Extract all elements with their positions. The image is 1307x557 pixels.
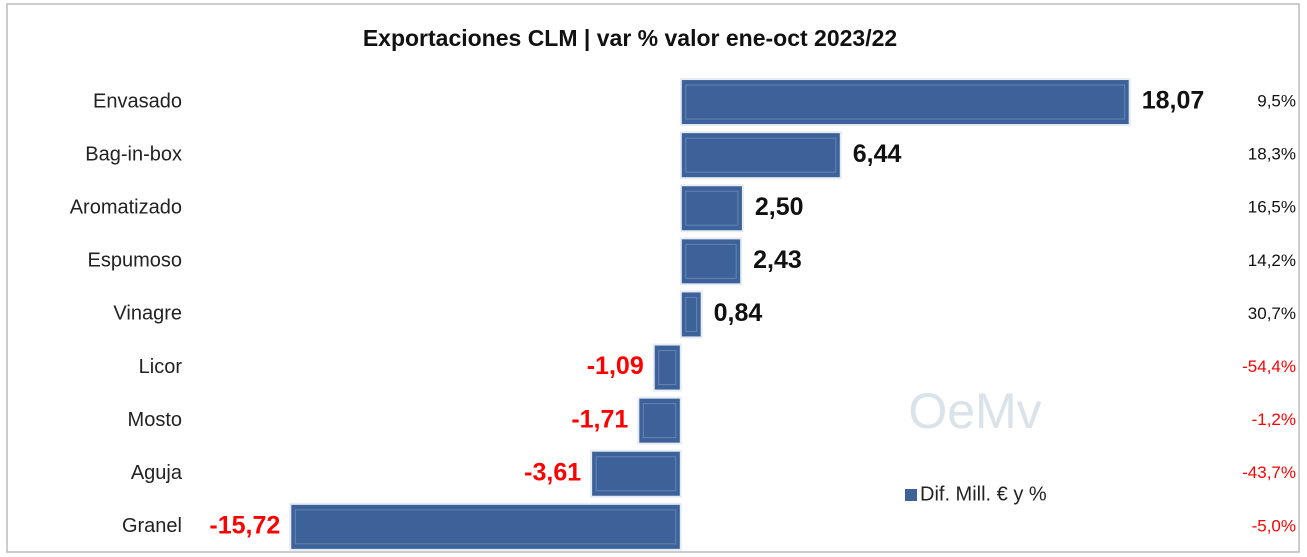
- bar: [679, 237, 743, 286]
- bar-bevel: [685, 84, 1126, 120]
- bar-bevel: [685, 190, 739, 226]
- value-label: -1,09: [587, 352, 644, 380]
- value-label: 2,43: [753, 246, 802, 274]
- percent-label: 9,5%: [1257, 92, 1296, 111]
- bar: [679, 78, 1131, 127]
- percent-label: -1,2%: [1252, 410, 1296, 429]
- value-label: 0,84: [714, 299, 763, 327]
- bar: [637, 396, 682, 445]
- category-label: Bag-in-box: [85, 143, 182, 165]
- bar-bevel: [294, 509, 677, 545]
- chart-title: Exportaciones CLM | var % valor ene-oct …: [363, 25, 897, 51]
- bar-bevel: [685, 243, 737, 279]
- percent-label: 14,2%: [1248, 251, 1296, 270]
- category-label: Mosto: [128, 409, 182, 431]
- watermark: OeMv: [908, 383, 1041, 439]
- legend-label: Dif. Mill. € y %: [920, 483, 1047, 505]
- value-label: 18,07: [1142, 87, 1205, 115]
- bar: [679, 290, 703, 339]
- category-label: Aguja: [131, 462, 183, 484]
- bar-bevel: [642, 403, 677, 439]
- category-label: Aromatizado: [70, 197, 182, 219]
- category-label: Vinagre: [113, 303, 182, 325]
- category-label: Granel: [122, 515, 182, 537]
- category-label: Licor: [139, 356, 183, 378]
- bar: [679, 131, 842, 180]
- value-label: 6,44: [853, 140, 902, 168]
- value-label: 2,50: [755, 193, 804, 221]
- bar: [590, 449, 682, 498]
- percent-label: -5,0%: [1252, 516, 1296, 535]
- legend-swatch: [905, 489, 917, 501]
- value-label: -15,72: [209, 511, 280, 539]
- bar: [652, 343, 682, 392]
- bar-bevel: [658, 350, 677, 386]
- percent-label: 18,3%: [1248, 145, 1296, 164]
- bar-bevel: [685, 137, 837, 173]
- bar: [289, 502, 682, 551]
- percent-label: 16,5%: [1248, 198, 1296, 217]
- percent-label: 30,7%: [1248, 304, 1296, 323]
- percent-label: -54,4%: [1242, 357, 1296, 376]
- value-label: -1,71: [571, 405, 628, 433]
- percent-label: -43,7%: [1242, 463, 1296, 482]
- value-label: -3,61: [524, 458, 581, 486]
- bar: [679, 184, 744, 233]
- category-label: Envasado: [93, 90, 182, 112]
- category-label: Espumoso: [88, 250, 183, 272]
- bar-bevel: [685, 296, 698, 332]
- bar-bevel: [595, 456, 677, 492]
